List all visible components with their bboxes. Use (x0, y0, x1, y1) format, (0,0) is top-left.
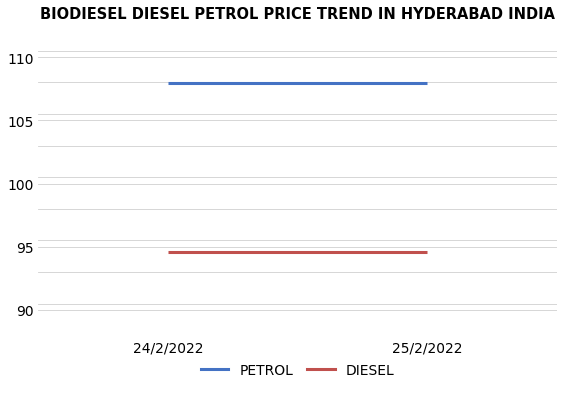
Legend: PETROL, DIESEL: PETROL, DIESEL (195, 358, 400, 383)
Title: BIODIESEL DIESEL PETROL PRICE TREND IN HYDERABAD INDIA: BIODIESEL DIESEL PETROL PRICE TREND IN H… (40, 7, 555, 22)
